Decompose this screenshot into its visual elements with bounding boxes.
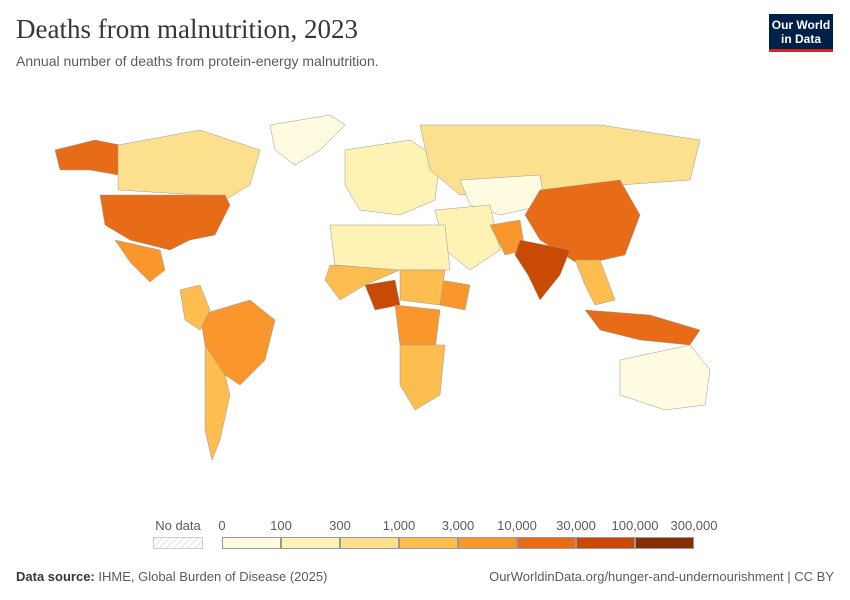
- region-north-africa[interactable]: [329, 224, 451, 271]
- legend-tick-label: 30,000: [556, 518, 596, 533]
- region-india[interactable]: [514, 239, 571, 301]
- legend-no-data-swatch: [153, 537, 203, 549]
- region-west-africa[interactable]: [324, 264, 401, 301]
- legend-bin-swatch[interactable]: [517, 537, 576, 549]
- owid-logo[interactable]: Our World in Data: [769, 14, 833, 52]
- region-southeast-asia[interactable]: [574, 259, 616, 306]
- region-greenland[interactable]: [269, 114, 346, 166]
- legend-no-data-label: No data: [155, 518, 201, 533]
- legend-tick-label: 300,000: [670, 518, 718, 533]
- legend-bin-swatch[interactable]: [399, 537, 458, 549]
- chart-subtitle: Annual number of deaths from protein-ene…: [16, 53, 379, 69]
- logo-line2: in Data: [780, 32, 821, 46]
- region-west-africa[interactable]: [179, 284, 211, 331]
- legend-bin-swatch[interactable]: [222, 537, 281, 549]
- region-australia[interactable]: [619, 344, 711, 411]
- legend-bin-swatch[interactable]: [458, 537, 517, 549]
- region-canada[interactable]: [117, 129, 261, 201]
- region-mexico[interactable]: [114, 239, 166, 283]
- region-nigeria[interactable]: [364, 279, 401, 311]
- legend-bin-swatch[interactable]: [635, 537, 694, 549]
- footer-url[interactable]: OurWorldinData.org/hunger-and-undernouri…: [489, 569, 834, 584]
- legend-tick-label: 100,000: [611, 518, 659, 533]
- region-kazakhstan[interactable]: [459, 174, 546, 216]
- legend-tick-label: 0: [218, 518, 226, 533]
- legend-bin-swatch[interactable]: [576, 537, 635, 549]
- chart-title: Deaths from malnutrition, 2023: [16, 14, 358, 44]
- region-china[interactable]: [524, 179, 641, 266]
- legend-bin-swatch[interactable]: [281, 537, 340, 549]
- legend-tick-label: 1,000: [382, 518, 416, 533]
- world-map[interactable]: [0, 95, 850, 505]
- region-united-states[interactable]: [99, 194, 231, 251]
- region-indonesia[interactable]: [584, 309, 701, 346]
- legend-bin-swatch[interactable]: [340, 537, 399, 549]
- source-text: IHME, Global Burden of Disease (2025): [98, 569, 328, 584]
- data-source: Data source: IHME, Global Burden of Dise…: [16, 569, 327, 584]
- region-east-africa[interactable]: [399, 269, 446, 306]
- legend-tick-label: 10,000: [497, 518, 537, 533]
- logo-line1: Our World: [771, 18, 831, 32]
- legend-tick-label: 100: [270, 518, 292, 533]
- region-dr-congo[interactable]: [394, 304, 441, 351]
- source-label: Data source:: [16, 569, 95, 584]
- legend-tick-label: 300: [329, 518, 351, 533]
- region-argentina[interactable]: [204, 344, 231, 461]
- region-southern-africa[interactable]: [399, 344, 446, 411]
- region-ethiopia[interactable]: [439, 279, 471, 311]
- region-europe[interactable]: [344, 139, 441, 216]
- region-alaska[interactable]: [54, 139, 121, 176]
- legend-tick-label: 3,000: [441, 518, 475, 533]
